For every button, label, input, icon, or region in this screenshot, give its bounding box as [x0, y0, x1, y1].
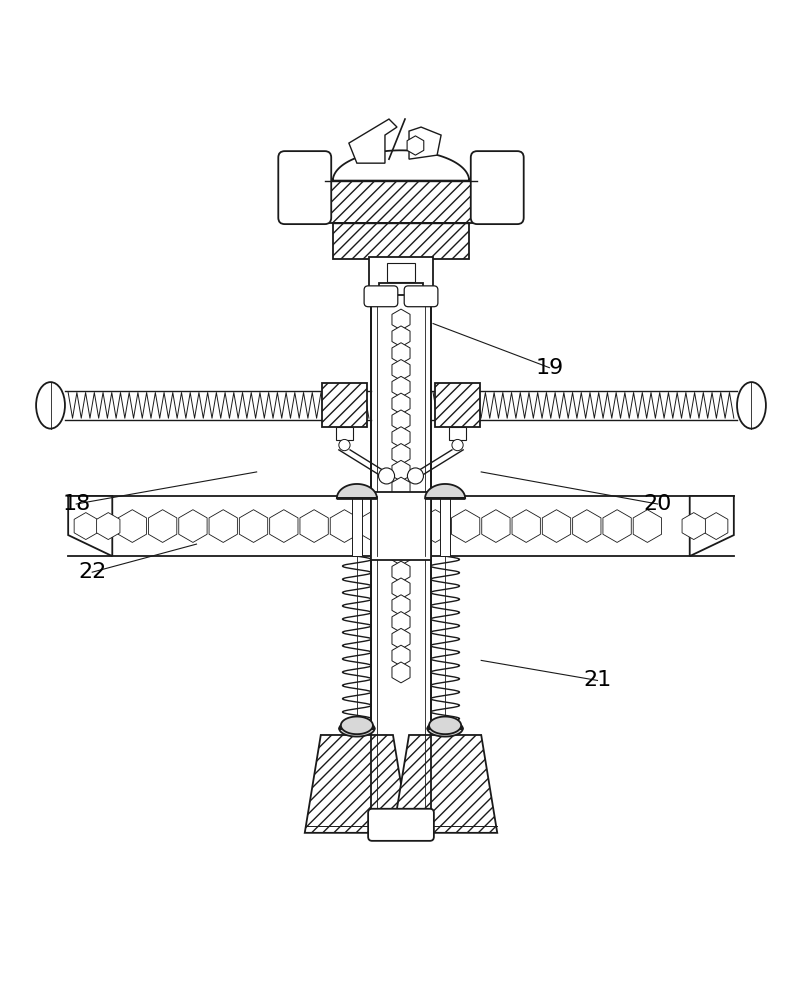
Bar	[352, 496, 362, 556]
Polygon shape	[392, 494, 410, 515]
Text: 22: 22	[78, 562, 107, 582]
FancyBboxPatch shape	[404, 286, 438, 307]
Polygon shape	[429, 717, 461, 734]
Polygon shape	[392, 376, 410, 397]
Polygon shape	[339, 721, 375, 729]
Polygon shape	[118, 510, 147, 542]
Polygon shape	[391, 510, 419, 542]
Polygon shape	[179, 510, 207, 542]
FancyBboxPatch shape	[471, 151, 524, 224]
Polygon shape	[333, 150, 469, 181]
Polygon shape	[392, 410, 410, 431]
Polygon shape	[392, 309, 410, 330]
Polygon shape	[409, 127, 441, 159]
Circle shape	[407, 468, 423, 484]
Bar	[369, 257, 433, 287]
Polygon shape	[349, 119, 397, 163]
Polygon shape	[392, 544, 410, 565]
Text: 18: 18	[62, 494, 91, 514]
Polygon shape	[148, 510, 176, 542]
Polygon shape	[392, 460, 410, 481]
Bar	[440, 496, 450, 556]
Polygon shape	[239, 510, 268, 542]
Polygon shape	[392, 578, 410, 599]
Circle shape	[452, 439, 463, 451]
Bar	[371, 492, 431, 560]
Bar	[325, 179, 477, 223]
Polygon shape	[392, 427, 410, 448]
Polygon shape	[392, 326, 410, 347]
Polygon shape	[682, 513, 706, 540]
Polygon shape	[68, 496, 112, 556]
Polygon shape	[392, 595, 410, 616]
Polygon shape	[305, 735, 409, 833]
Polygon shape	[269, 510, 298, 542]
Polygon shape	[425, 484, 465, 498]
Polygon shape	[421, 510, 449, 542]
Polygon shape	[341, 717, 373, 734]
Ellipse shape	[36, 382, 65, 429]
Polygon shape	[704, 513, 728, 540]
Polygon shape	[482, 510, 510, 542]
Polygon shape	[392, 477, 410, 498]
Bar	[371, 291, 431, 837]
Polygon shape	[392, 561, 410, 582]
Polygon shape	[603, 510, 631, 542]
FancyBboxPatch shape	[278, 151, 331, 224]
Bar	[435, 383, 480, 427]
Polygon shape	[392, 662, 410, 683]
Text: 20: 20	[643, 494, 672, 514]
Polygon shape	[392, 360, 410, 380]
Polygon shape	[392, 511, 410, 532]
Polygon shape	[337, 484, 377, 498]
Bar	[322, 383, 367, 427]
Text: 21: 21	[583, 670, 612, 690]
Polygon shape	[407, 136, 423, 155]
Bar	[449, 427, 467, 440]
Polygon shape	[542, 510, 571, 542]
Bar	[379, 283, 423, 295]
Circle shape	[379, 468, 395, 484]
FancyBboxPatch shape	[368, 809, 434, 841]
Text: 19: 19	[535, 358, 564, 378]
Polygon shape	[300, 510, 328, 542]
Ellipse shape	[737, 382, 766, 429]
Polygon shape	[392, 343, 410, 364]
Polygon shape	[634, 510, 662, 542]
Polygon shape	[393, 735, 497, 833]
Polygon shape	[392, 645, 410, 666]
Polygon shape	[361, 510, 389, 542]
Polygon shape	[392, 444, 410, 464]
Polygon shape	[573, 510, 601, 542]
Bar	[387, 263, 415, 282]
Polygon shape	[209, 510, 237, 542]
Polygon shape	[427, 721, 463, 729]
Polygon shape	[392, 628, 410, 649]
Polygon shape	[690, 496, 734, 556]
Circle shape	[339, 439, 350, 451]
Polygon shape	[74, 513, 98, 540]
Polygon shape	[339, 729, 375, 737]
Polygon shape	[96, 513, 120, 540]
Polygon shape	[392, 612, 410, 632]
Polygon shape	[452, 510, 480, 542]
Bar	[336, 427, 354, 440]
Polygon shape	[427, 729, 463, 737]
FancyBboxPatch shape	[364, 286, 398, 307]
Polygon shape	[392, 528, 410, 548]
Polygon shape	[512, 510, 541, 542]
Polygon shape	[330, 510, 358, 542]
Polygon shape	[392, 393, 410, 414]
Bar	[333, 223, 469, 259]
